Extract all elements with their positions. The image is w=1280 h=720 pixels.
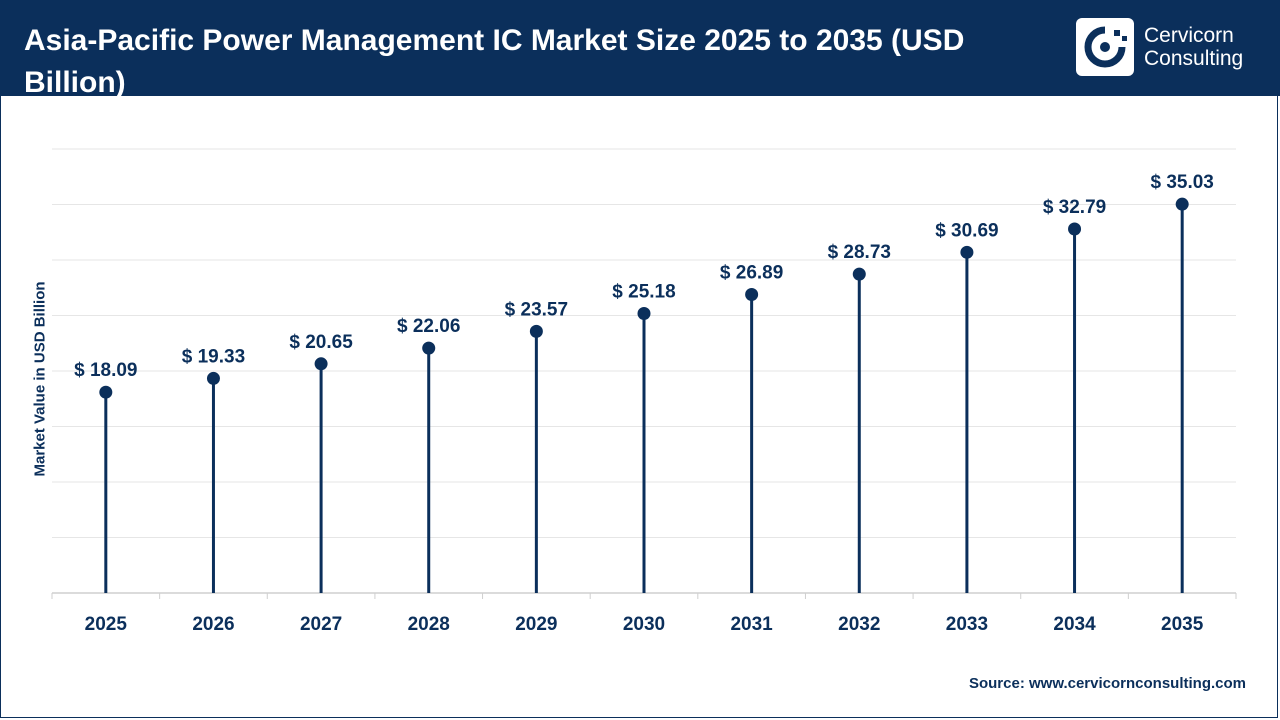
page-title: Asia-Pacific Power Management IC Market … <box>24 24 965 99</box>
data-point <box>960 245 974 259</box>
x-tick-label: 2030 <box>623 614 665 635</box>
data-labels: $ 18.09 $ 19.33 $ 20.65 $ 22.06 $ 23.57 $ 25.… <box>74 172 1214 381</box>
logo-line-2: Consulting <box>1144 47 1244 70</box>
data-label: $ 26.89 <box>720 263 783 284</box>
x-tick-label: 2032 <box>838 614 880 635</box>
stems <box>104 204 1184 593</box>
data-point <box>422 341 436 355</box>
x-tick-label: 2035 <box>1161 614 1204 635</box>
x-tick-label: 2026 <box>192 614 234 635</box>
x-tick-label: 2029 <box>515 614 557 635</box>
source-label: Source: <box>968 675 1025 692</box>
header-banner: Asia-Pacific Power Management IC Market … <box>0 0 1280 99</box>
data-label: $ 23.57 <box>505 299 568 320</box>
x-tick-labels: 2025 2026 2027 2028 2029 2030 2031 2032 2033 2034… <box>85 614 1204 635</box>
data-label: $ 32.79 <box>1043 197 1106 218</box>
data-label: $ 30.69 <box>935 220 998 241</box>
data-point <box>99 385 113 399</box>
data-point <box>1068 222 1082 236</box>
data-point <box>529 324 543 338</box>
x-tick-label: 2034 <box>1053 614 1096 635</box>
data-point <box>745 288 759 302</box>
data-point <box>852 267 866 281</box>
data-label: $ 22.06 <box>397 316 460 337</box>
data-point <box>314 357 328 371</box>
logo-icon <box>1076 18 1134 76</box>
company-logo: Cervicorn Consulting <box>1076 18 1243 76</box>
x-axis <box>51 592 1237 599</box>
logo-text: Cervicorn Consulting <box>1144 24 1243 70</box>
data-point <box>206 371 220 385</box>
data-label: $ 25.18 <box>612 282 675 303</box>
x-tick-label: 2027 <box>300 614 342 635</box>
x-tick-label: 2025 <box>85 614 128 635</box>
x-tick-label: 2033 <box>946 614 988 635</box>
lollipop-chart: $ 18.09 $ 19.33 $ 20.65 $ 22.06 $ 23.57 $ 25.… <box>51 148 1237 635</box>
x-tick-label: 2028 <box>408 614 450 635</box>
data-label: $ 28.73 <box>828 242 891 263</box>
data-label: $ 35.03 <box>1150 172 1213 193</box>
x-tick-label: 2031 <box>730 614 773 635</box>
y-axis-label: Market Value in USD Billion <box>31 281 49 477</box>
data-label: $ 18.09 <box>74 360 137 381</box>
data-point <box>637 307 651 321</box>
source-note: Source: www.cervicornconsulting.com <box>969 675 1246 692</box>
data-point <box>1175 197 1189 211</box>
points <box>99 197 1189 399</box>
data-label: $ 20.65 <box>289 332 353 353</box>
logo-line-1: Cervicorn <box>1144 24 1234 47</box>
source-url: www.cervicornconsulting.com <box>1029 675 1246 692</box>
data-label: $ 19.33 <box>182 346 245 367</box>
